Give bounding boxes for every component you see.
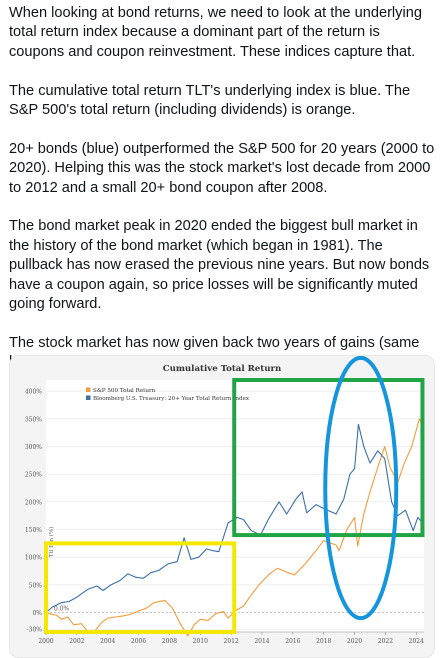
x-tick-label: 2014 bbox=[254, 638, 269, 645]
post-paragraph: The cumulative total return TLT's underl… bbox=[9, 82, 411, 119]
x-tick-label: 2010 bbox=[193, 638, 208, 645]
x-tick-label: 2012 bbox=[224, 638, 239, 645]
series-line-sp500 bbox=[45, 418, 423, 637]
x-tick-label: 2022 bbox=[378, 638, 393, 645]
y-tick-label: 300% bbox=[25, 444, 42, 451]
y-tick-label: 0% bbox=[32, 610, 42, 617]
y-tick-label: 150% bbox=[25, 527, 42, 534]
x-tick-label: 2006 bbox=[131, 638, 146, 645]
x-tick-label: 2000 bbox=[38, 638, 53, 645]
y-tick-label: 100% bbox=[25, 555, 42, 562]
x-tick-label: 2008 bbox=[162, 638, 177, 645]
legend-swatch bbox=[86, 395, 91, 400]
x-tick-label: 2020 bbox=[347, 638, 362, 645]
highlight-box bbox=[44, 541, 237, 634]
post-body: When looking at bond returns, we need to… bbox=[9, 4, 437, 392]
post-paragraph: The bond market peak in 2020 ended the b… bbox=[9, 218, 430, 313]
chart-title: Cumulative Total Return bbox=[163, 364, 282, 374]
y-tick-label: -30% bbox=[27, 627, 43, 634]
cumulative-return-chart: Cumulative Total Return 400% 350% 300% 250%… bbox=[25, 356, 425, 645]
x-tick-label: 2018 bbox=[316, 638, 331, 645]
post-paragraph: 20+ bonds (blue) outperformed the S&P 50… bbox=[9, 140, 435, 196]
legend-entry: S&P 500 Total Return bbox=[93, 388, 156, 394]
zero-label: 0.0% bbox=[54, 606, 70, 613]
y-tick-label: 200% bbox=[25, 499, 42, 506]
chart-image-card[interactable]: Cumulative Total Return 400% 350% 300% 250%… bbox=[9, 355, 435, 658]
y-tick-label: 50% bbox=[29, 582, 43, 589]
highlight-ellipse bbox=[323, 356, 399, 621]
series-line-treasury bbox=[45, 423, 423, 614]
x-tick-label: 2016 bbox=[285, 638, 300, 645]
x-tick-label: 2004 bbox=[100, 638, 115, 645]
post-paragraph: When looking at bond returns, we need to… bbox=[9, 5, 422, 60]
y-tick-label: 400% bbox=[25, 389, 42, 396]
y-tick-label: 250% bbox=[25, 472, 42, 479]
legend-swatch bbox=[86, 387, 91, 392]
legend-entry: Bloomberg U.S. Treasury: 20+ Year Total … bbox=[93, 396, 250, 402]
x-tick-label: 2024 bbox=[409, 638, 424, 645]
y-tick-label: 350% bbox=[25, 416, 42, 423]
x-tick-label: 2002 bbox=[69, 638, 84, 645]
